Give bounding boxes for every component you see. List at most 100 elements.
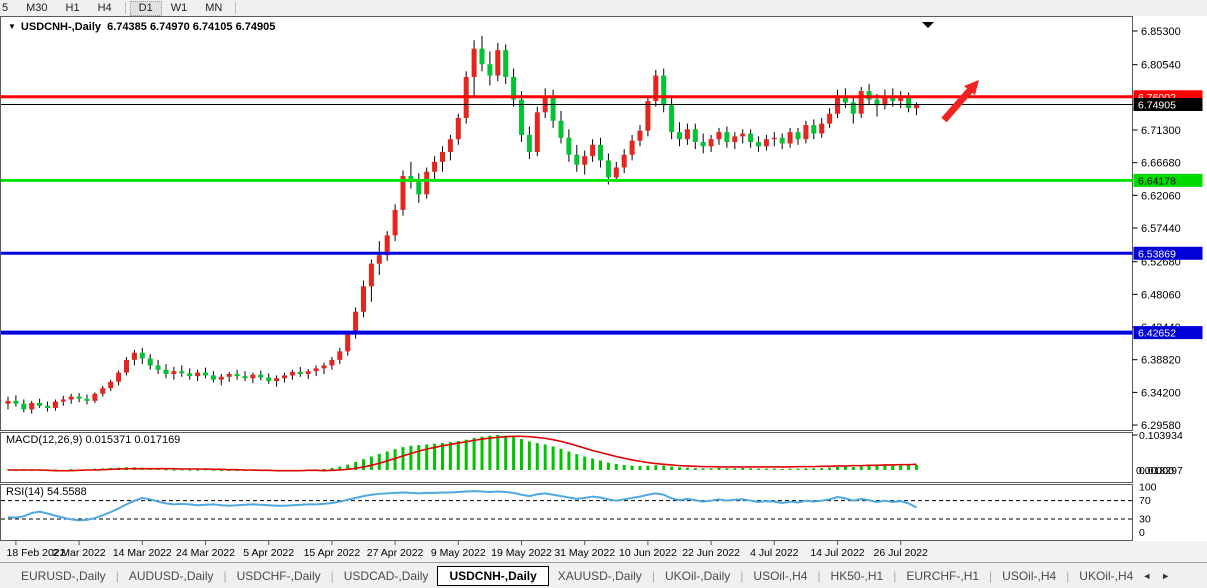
symbol-tab-hk50-h1[interactable]: HK50-,H1 <box>830 568 884 583</box>
candle-body <box>732 136 738 143</box>
tab-separator: | <box>223 568 227 583</box>
candle-body <box>882 95 888 106</box>
candle-body <box>163 369 169 374</box>
period-button-h4[interactable]: H4 <box>97 1 112 14</box>
macd-histogram-bar <box>441 443 444 470</box>
macd-histogram-bar <box>496 435 500 470</box>
date-label: 9 May 2022 <box>431 547 486 559</box>
candle-body <box>116 372 122 382</box>
macd-histogram-bar <box>685 467 689 470</box>
candle-body <box>297 371 303 374</box>
candle-body <box>52 401 58 408</box>
candle-body <box>526 134 532 152</box>
candle-body <box>392 209 398 236</box>
period-button-m5[interactable]: 5 <box>2 1 9 14</box>
symbol-tab-xauusd-daily[interactable]: XAUUSD-,Daily <box>557 568 642 583</box>
candle-body <box>92 393 98 401</box>
price-badge <box>1133 98 1203 112</box>
macd-histogram-bar <box>211 469 215 471</box>
macd-histogram-bar <box>812 468 816 470</box>
candle-body <box>771 137 777 140</box>
date-label: 4 Jul 2022 <box>750 547 799 559</box>
candle-body <box>313 368 319 372</box>
symbol-tab-ukoil-h4[interactable]: UKOil-,H4 <box>1079 568 1134 583</box>
price-tick-label: 6.29580 <box>1141 420 1181 432</box>
macd-histogram-bar <box>338 466 342 470</box>
macd-histogram-bar <box>820 467 824 470</box>
candle-body <box>289 371 295 376</box>
macd-histogram-bar <box>859 466 863 470</box>
date-label: 15 Apr 2022 <box>304 547 361 559</box>
price-tick-label: 6.48060 <box>1141 289 1181 301</box>
date-axis-strip <box>0 541 1207 562</box>
macd-histogram-bar <box>464 439 468 470</box>
candle-body <box>716 132 722 140</box>
macd-histogram-bar <box>709 468 713 470</box>
price-badge-label: 6.64178 <box>1138 175 1176 187</box>
candle-body <box>574 154 580 165</box>
trend-arrow-annotation[interactable] <box>941 80 979 123</box>
symbol-tab-eurchf-h1[interactable]: EURCHF-,H1 <box>906 568 980 583</box>
tab-scroll-left-icon[interactable]: ◄ <box>1142 570 1152 581</box>
candle-body <box>558 120 564 138</box>
period-toolbar: 5 M30 H1 H4 D1 W1 MN <box>0 0 1207 17</box>
candle-body <box>661 75 667 106</box>
candle-body <box>68 396 74 400</box>
symbol-tab-usoil-h4[interactable]: USOil-,H4 <box>753 568 808 583</box>
macd-histogram-bar <box>377 453 381 470</box>
macd-histogram-bar <box>828 467 832 470</box>
macd-histogram-bar <box>843 466 847 470</box>
candle-body <box>139 352 145 359</box>
period-button-d1[interactable]: D1 <box>129 0 162 16</box>
period-button-mn[interactable]: MN <box>205 1 223 14</box>
candle-body <box>368 263 374 287</box>
symbol-tab-usoil-h4[interactable]: USOil-,H4 <box>1002 568 1057 583</box>
macd-histogram-bar <box>567 451 571 470</box>
candle-body <box>763 139 769 147</box>
macd-histogram-bar <box>583 456 587 470</box>
macd-histogram-bar <box>196 469 200 471</box>
price-tick-label: 6.38820 <box>1141 355 1181 367</box>
candle-body <box>108 381 114 389</box>
candle-body <box>542 95 548 113</box>
candle-body <box>779 137 785 144</box>
price-tick-label: 6.62060 <box>1141 190 1181 202</box>
macd-histogram-bar <box>188 469 192 471</box>
macd-histogram-bar <box>670 466 674 470</box>
period-button-h1[interactable]: H1 <box>65 1 80 14</box>
symbol-tab-usdcad-daily[interactable]: USDCAD-,Daily <box>343 568 429 583</box>
macd-signal-line <box>8 435 917 472</box>
symbol-tab-audusd-daily[interactable]: AUDUSD-,Daily <box>128 568 214 583</box>
symbol-tab-usdchf-daily[interactable]: USDCHF-,Daily <box>236 568 321 583</box>
macd-histogram-bar <box>322 468 326 470</box>
macd-axis-label-overlap: 0.00000 <box>1136 465 1174 477</box>
macd-histogram-bar <box>527 441 531 470</box>
period-button-m30[interactable]: M30 <box>26 1 48 14</box>
macd-histogram-bar <box>915 464 918 470</box>
candle-body <box>45 405 50 408</box>
tab-scroll-right-icon[interactable]: ► <box>1161 570 1171 581</box>
period-button-w1[interactable]: W1 <box>170 1 188 14</box>
macd-histogram-bar <box>875 465 879 470</box>
symbol-tab-usdcnh-daily[interactable]: USDCNH-,Daily <box>437 565 549 586</box>
candle-body <box>218 376 224 380</box>
macd-histogram-bar <box>622 464 626 470</box>
symbol-tab-ukoil-daily[interactable]: UKOil-,Daily <box>664 568 731 583</box>
candle-body <box>416 181 422 195</box>
price-tick-label: 6.80540 <box>1141 60 1181 72</box>
candle-body <box>503 50 509 77</box>
macd-histogram-bar <box>401 447 405 470</box>
candle-body <box>432 161 438 172</box>
symbol-tab-eurusd-daily[interactable]: EURUSD-,Daily <box>21 568 106 583</box>
macd-histogram-bar <box>725 468 729 470</box>
candle-body <box>21 403 27 410</box>
candle-body <box>155 365 161 370</box>
candle-body <box>898 96 904 102</box>
macd-histogram-bar <box>235 470 239 471</box>
macd-panel-frame <box>0 432 1133 483</box>
panel-frames <box>0 16 1133 541</box>
candle-body <box>29 402 35 410</box>
